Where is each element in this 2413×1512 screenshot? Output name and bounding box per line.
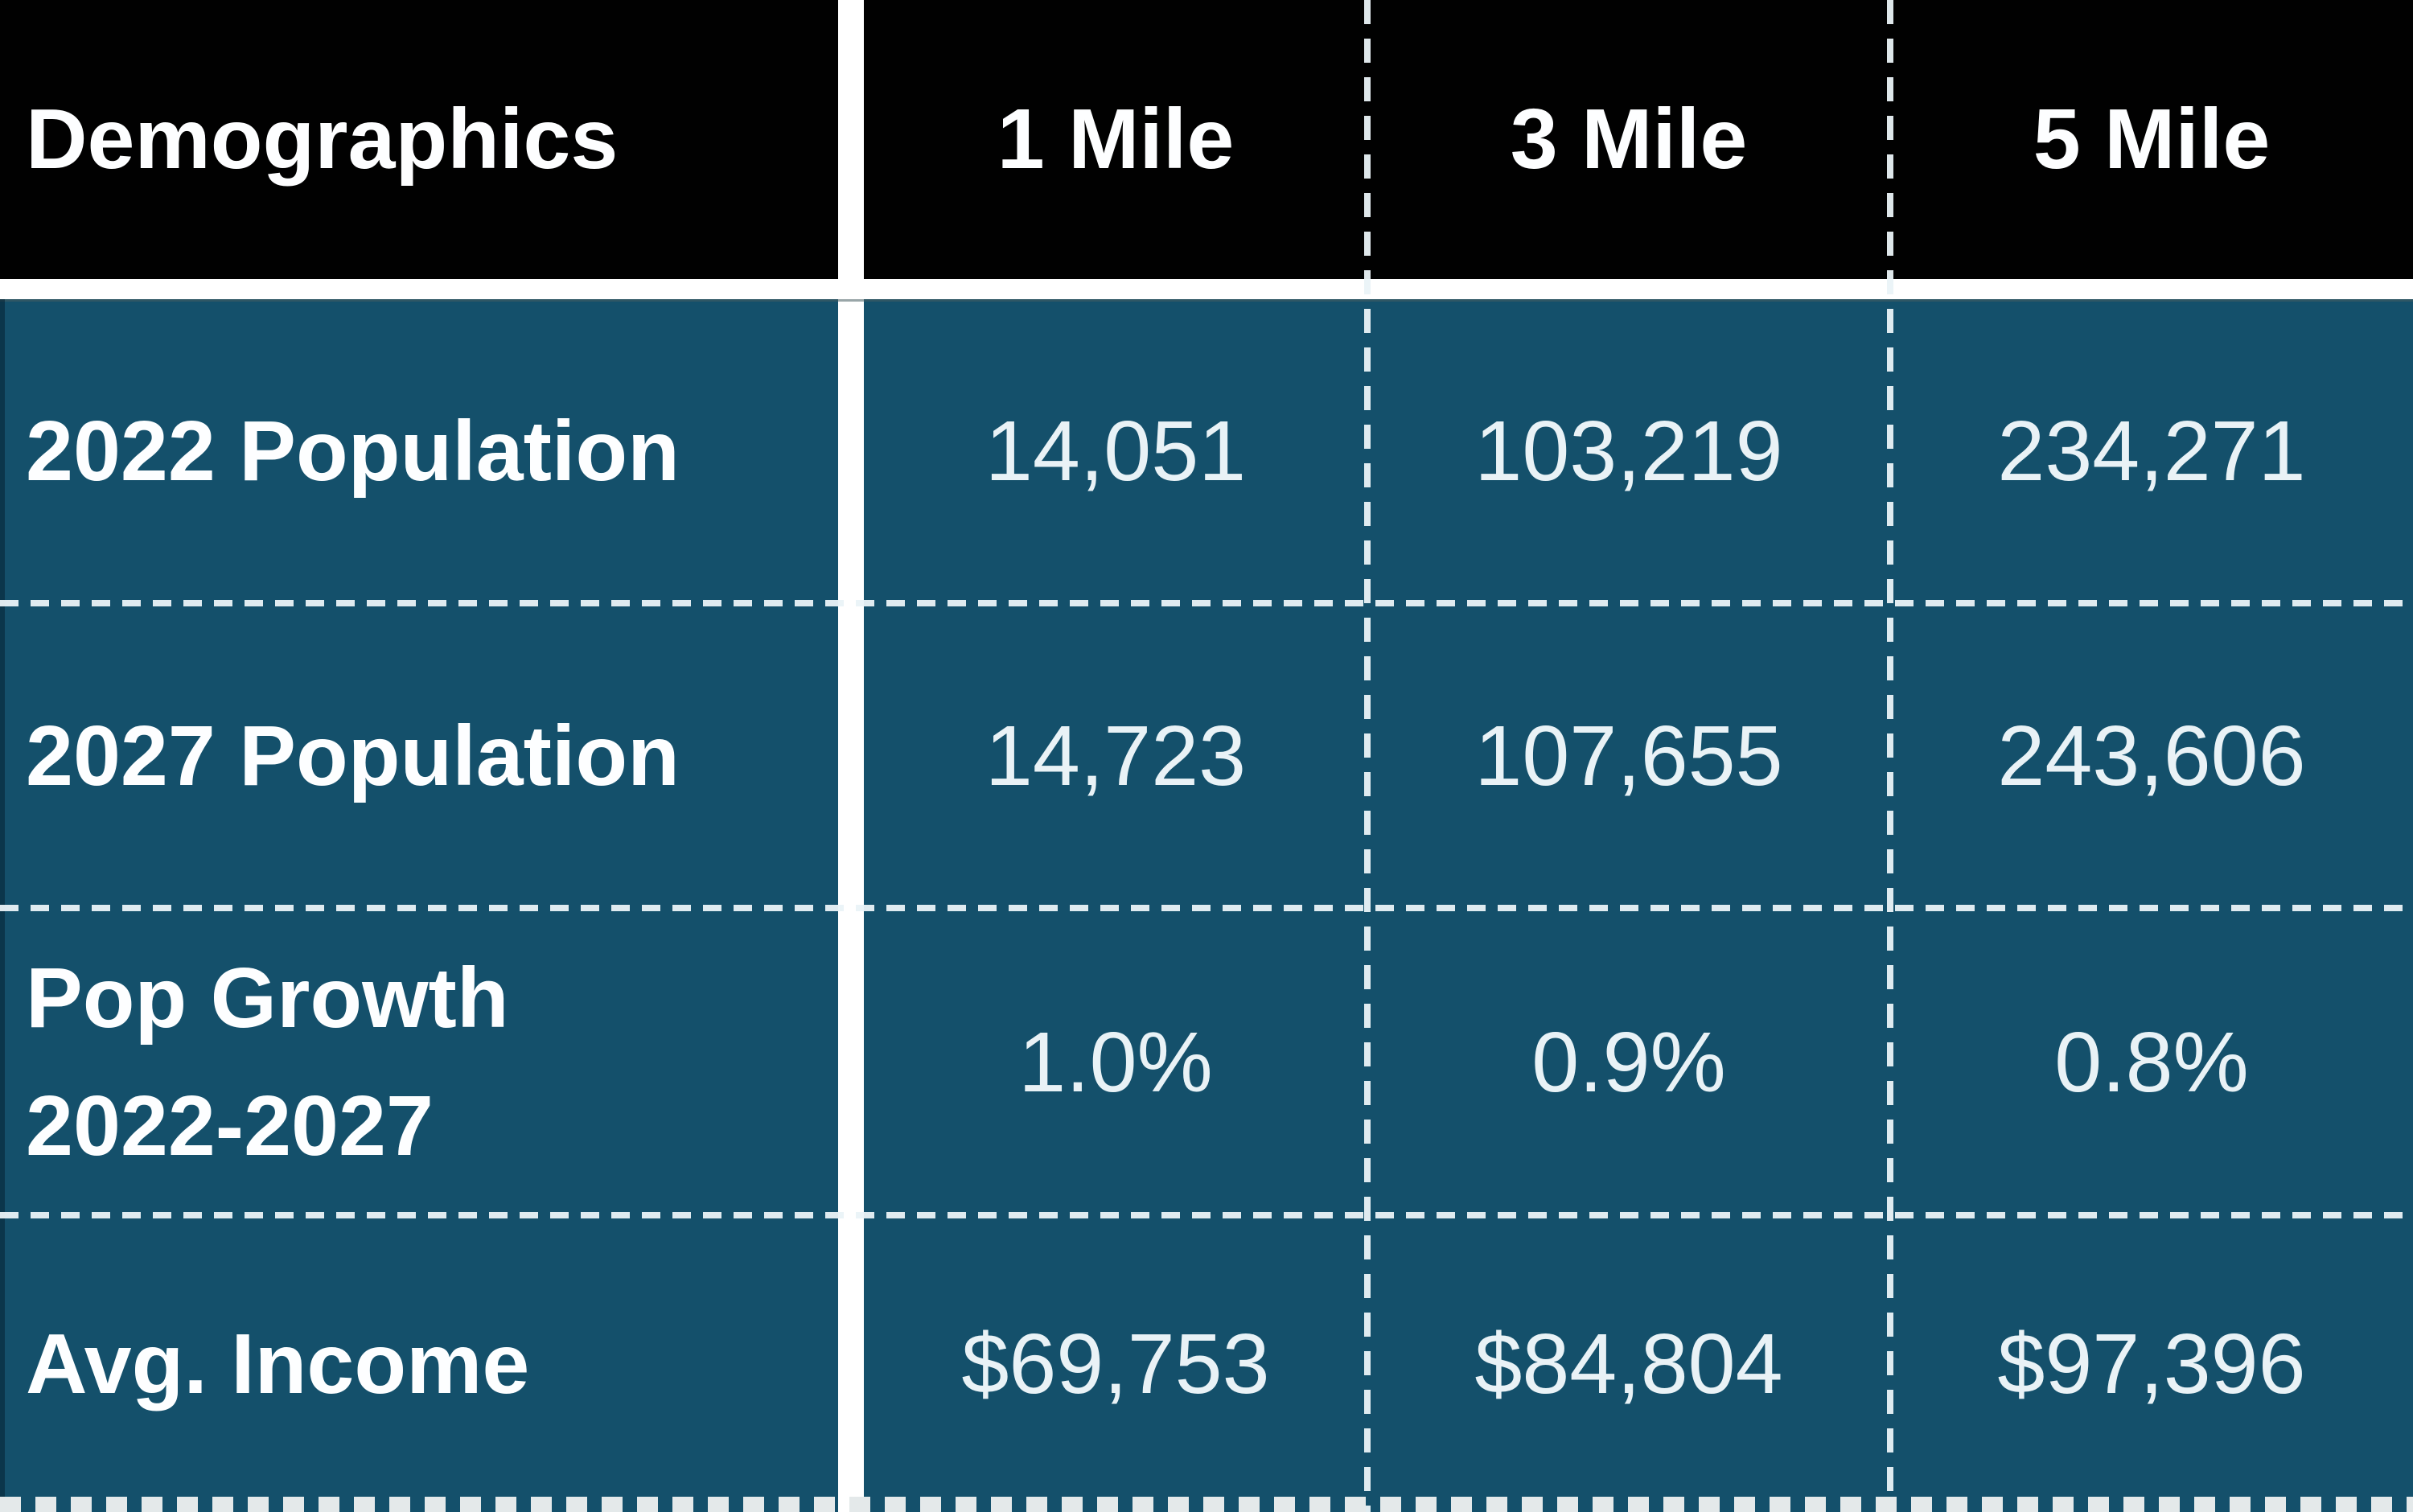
cell-value: 14,051	[985, 404, 1247, 499]
cell-value: 0.8%	[2054, 1014, 2249, 1110]
cell-value: 243,606	[1997, 709, 2306, 803]
cell-value: 1.0%	[1018, 1014, 1213, 1110]
row-divider-dashed-1	[0, 600, 2413, 606]
row-label-text: Avg. Income	[26, 1316, 530, 1411]
table-cell-2027-pop-1mile: 14,723	[864, 604, 1367, 909]
row-label-pop-growth: Pop Growth 2022-2027	[0, 909, 838, 1216]
row-area-top-edge	[0, 299, 2413, 302]
header-cell-1-mile: 1 Mile	[864, 0, 1367, 279]
column-header-label: 1 Mile	[997, 92, 1235, 187]
row-label-text: Pop Growth	[26, 951, 509, 1046]
column-header-label: 5 Mile	[2033, 92, 2271, 187]
column-divider-dashed-1	[1364, 0, 1371, 1512]
header-cell-5-mile: 5 Mile	[1890, 0, 2413, 279]
row-divider-dashed-3	[0, 1212, 2413, 1218]
column-header-label: 3 Mile	[1510, 92, 1748, 187]
row-label-text: 2027 Population	[26, 709, 680, 803]
header-cell-3-mile: 3 Mile	[1367, 0, 1890, 279]
table-cell-2022-pop-1mile: 14,051	[864, 299, 1367, 604]
row-label-avg-income: Avg. Income	[0, 1216, 838, 1512]
cell-value: $84,804	[1474, 1316, 1783, 1411]
cell-value: $97,396	[1997, 1316, 2306, 1411]
row-label-text-line2: 2022-2027	[26, 1079, 434, 1173]
table-cell-2022-pop-5mile: 234,271	[1890, 299, 2413, 604]
table-cell-2022-pop-3mile: 103,219	[1367, 299, 1890, 604]
column-divider-dashed-2	[1887, 0, 1893, 1512]
cell-value: 103,219	[1474, 404, 1783, 499]
table-cell-pop-growth-1mile: 1.0%	[864, 909, 1367, 1216]
cell-value: 0.9%	[1531, 1014, 1726, 1110]
cell-value: $69,753	[961, 1316, 1270, 1411]
bottom-edge-dashed	[0, 1497, 2413, 1512]
table-cell-avg-income-3mile: $84,804	[1367, 1216, 1890, 1512]
table-cell-pop-growth-3mile: 0.9%	[1367, 909, 1890, 1216]
table-cell-avg-income-5mile: $97,396	[1890, 1216, 2413, 1512]
header-cell-demographics: Demographics	[0, 0, 838, 279]
header-divider-band	[0, 279, 2413, 299]
table-cell-pop-growth-5mile: 0.8%	[1890, 909, 2413, 1216]
column-gutter-band	[838, 0, 864, 1512]
row-label-2027-population: 2027 Population	[0, 604, 838, 909]
cell-value: 234,271	[1997, 404, 2306, 499]
row-divider-dashed-2	[0, 905, 2413, 911]
cell-value: 107,655	[1474, 709, 1783, 803]
row-label-2022-population: 2022 Population	[0, 299, 838, 604]
row-label-text: 2022 Population	[26, 404, 680, 499]
cell-value: 14,723	[985, 709, 1247, 803]
table-cell-2027-pop-3mile: 107,655	[1367, 604, 1890, 909]
table-title: Demographics	[26, 92, 619, 187]
table-cell-2027-pop-5mile: 243,606	[1890, 604, 2413, 909]
table-cell-avg-income-1mile: $69,753	[864, 1216, 1367, 1512]
